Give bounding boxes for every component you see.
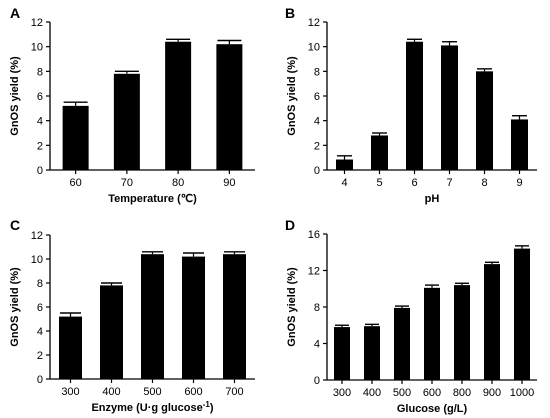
- y-tick-label: 6: [314, 91, 320, 103]
- bar-900: [484, 264, 500, 380]
- x-axis-label-sup: -1: [203, 400, 211, 409]
- chart-panel-b: B 0 2 4 6 8 10 12 4 5 6 7 8 9 pH GnOS yield (%): [285, 5, 537, 205]
- y-tick-label: 6: [37, 302, 43, 314]
- y-tick-label: 2: [37, 140, 43, 152]
- x-axis-label: pH: [425, 193, 440, 205]
- y-tick-label: 0: [314, 375, 320, 387]
- bar-5: [371, 135, 388, 170]
- bar-400: [364, 326, 380, 380]
- bar-600: [424, 287, 440, 380]
- panel-letter-a: A: [10, 5, 20, 21]
- x-tick-label: 7: [446, 177, 452, 189]
- y-tick-label: 2: [314, 140, 320, 152]
- y-tick-label: 4: [37, 116, 43, 128]
- y-tick-label: 6: [37, 91, 43, 103]
- bar-7: [441, 45, 458, 170]
- bar-90: [216, 44, 243, 171]
- x-tick-label: 4: [341, 177, 347, 189]
- panel-letter-c: C: [10, 217, 20, 233]
- y-axis-label: GnOS yield (%): [9, 56, 21, 136]
- y-axis-label: GnOS yield (%): [9, 267, 21, 347]
- y-tick-label: 8: [314, 66, 320, 78]
- y-tick-label: 0: [37, 374, 43, 386]
- x-tick-label: 800: [453, 387, 471, 399]
- bar-800: [454, 285, 470, 380]
- bar-500: [394, 307, 410, 380]
- panel-letter-d: D: [285, 217, 295, 233]
- y-tick-label: 2: [37, 350, 43, 362]
- chart-panel-d: D 0 4 8 12 16 300 400 500 600 800 900 1000 Glucose (g…: [285, 217, 537, 415]
- x-tick-label: 9: [516, 177, 522, 189]
- y-axis-label: GnOS yield (%): [286, 267, 298, 347]
- bar-400: [100, 285, 123, 379]
- y-axis-label: GnOS yield (%): [286, 56, 298, 136]
- chart-panel-c: C 0 2 4 6 8 10 12 300 400 500 600 700 Enzyme (U·g glu…: [9, 217, 255, 415]
- y-tick-label: 12: [308, 266, 320, 278]
- x-tick-label: 6: [411, 177, 417, 189]
- x-tick-label: 70: [121, 177, 133, 189]
- x-tick-label: 1000: [510, 387, 534, 399]
- x-tick-label: 400: [363, 387, 381, 399]
- x-tick-label: 600: [184, 386, 202, 398]
- bar-700: [223, 254, 246, 379]
- x-axis-label: Enzyme (U·g glucose-1): [91, 400, 213, 415]
- x-tick-label: 90: [223, 177, 235, 189]
- bar-300: [334, 327, 350, 380]
- x-tick-label: 8: [481, 177, 487, 189]
- y-tick-label: 8: [37, 278, 43, 290]
- bar-9: [511, 119, 528, 170]
- x-tick-label: 300: [333, 387, 351, 399]
- y-tick-label: 0: [37, 165, 43, 177]
- y-tick-label: 8: [37, 66, 43, 78]
- x-tick-label: 500: [393, 387, 411, 399]
- x-tick-label: 5: [376, 177, 382, 189]
- x-axis-label-tail: ): [210, 402, 214, 414]
- bar-300: [59, 316, 82, 379]
- x-tick-label: 500: [143, 386, 161, 398]
- y-tick-label: 8: [314, 302, 320, 314]
- x-tick-label: 400: [102, 386, 120, 398]
- y-tick-label: 12: [31, 17, 43, 29]
- y-tick-label: 16: [308, 229, 320, 241]
- y-tick-label: 0: [314, 165, 320, 177]
- bar-70: [113, 73, 140, 170]
- x-axis-label: Temperature (℃): [108, 193, 197, 205]
- x-tick-label: 700: [225, 386, 243, 398]
- y-tick-label: 4: [314, 339, 320, 351]
- bar-6: [406, 41, 423, 170]
- bar-8: [476, 71, 493, 170]
- chart-panel-a: A 0 2 4 6 8 10 12 60 70 80 90 Temperature (℃) GnOS yi…: [9, 5, 255, 205]
- y-tick-label: 10: [31, 254, 43, 266]
- x-tick-label: 900: [483, 387, 501, 399]
- bar-4: [336, 159, 353, 170]
- bar-60: [62, 105, 89, 170]
- y-tick-label: 10: [31, 42, 43, 54]
- x-tick-label: 600: [423, 387, 441, 399]
- y-tick-label: 4: [314, 116, 320, 128]
- y-tick-label: 4: [37, 326, 43, 338]
- x-tick-label: 300: [61, 386, 79, 398]
- panel-letter-b: B: [285, 5, 295, 21]
- x-tick-label: 60: [70, 177, 82, 189]
- bar-80: [165, 41, 192, 170]
- y-tick-label: 12: [31, 230, 43, 242]
- bar-600: [182, 256, 205, 379]
- y-tick-label: 12: [308, 17, 320, 29]
- bar-1000: [514, 248, 530, 380]
- bar-500: [141, 254, 164, 379]
- x-axis-label: Glucose (g/L): [397, 403, 468, 415]
- x-tick-label: 80: [172, 177, 184, 189]
- y-tick-label: 10: [308, 42, 320, 54]
